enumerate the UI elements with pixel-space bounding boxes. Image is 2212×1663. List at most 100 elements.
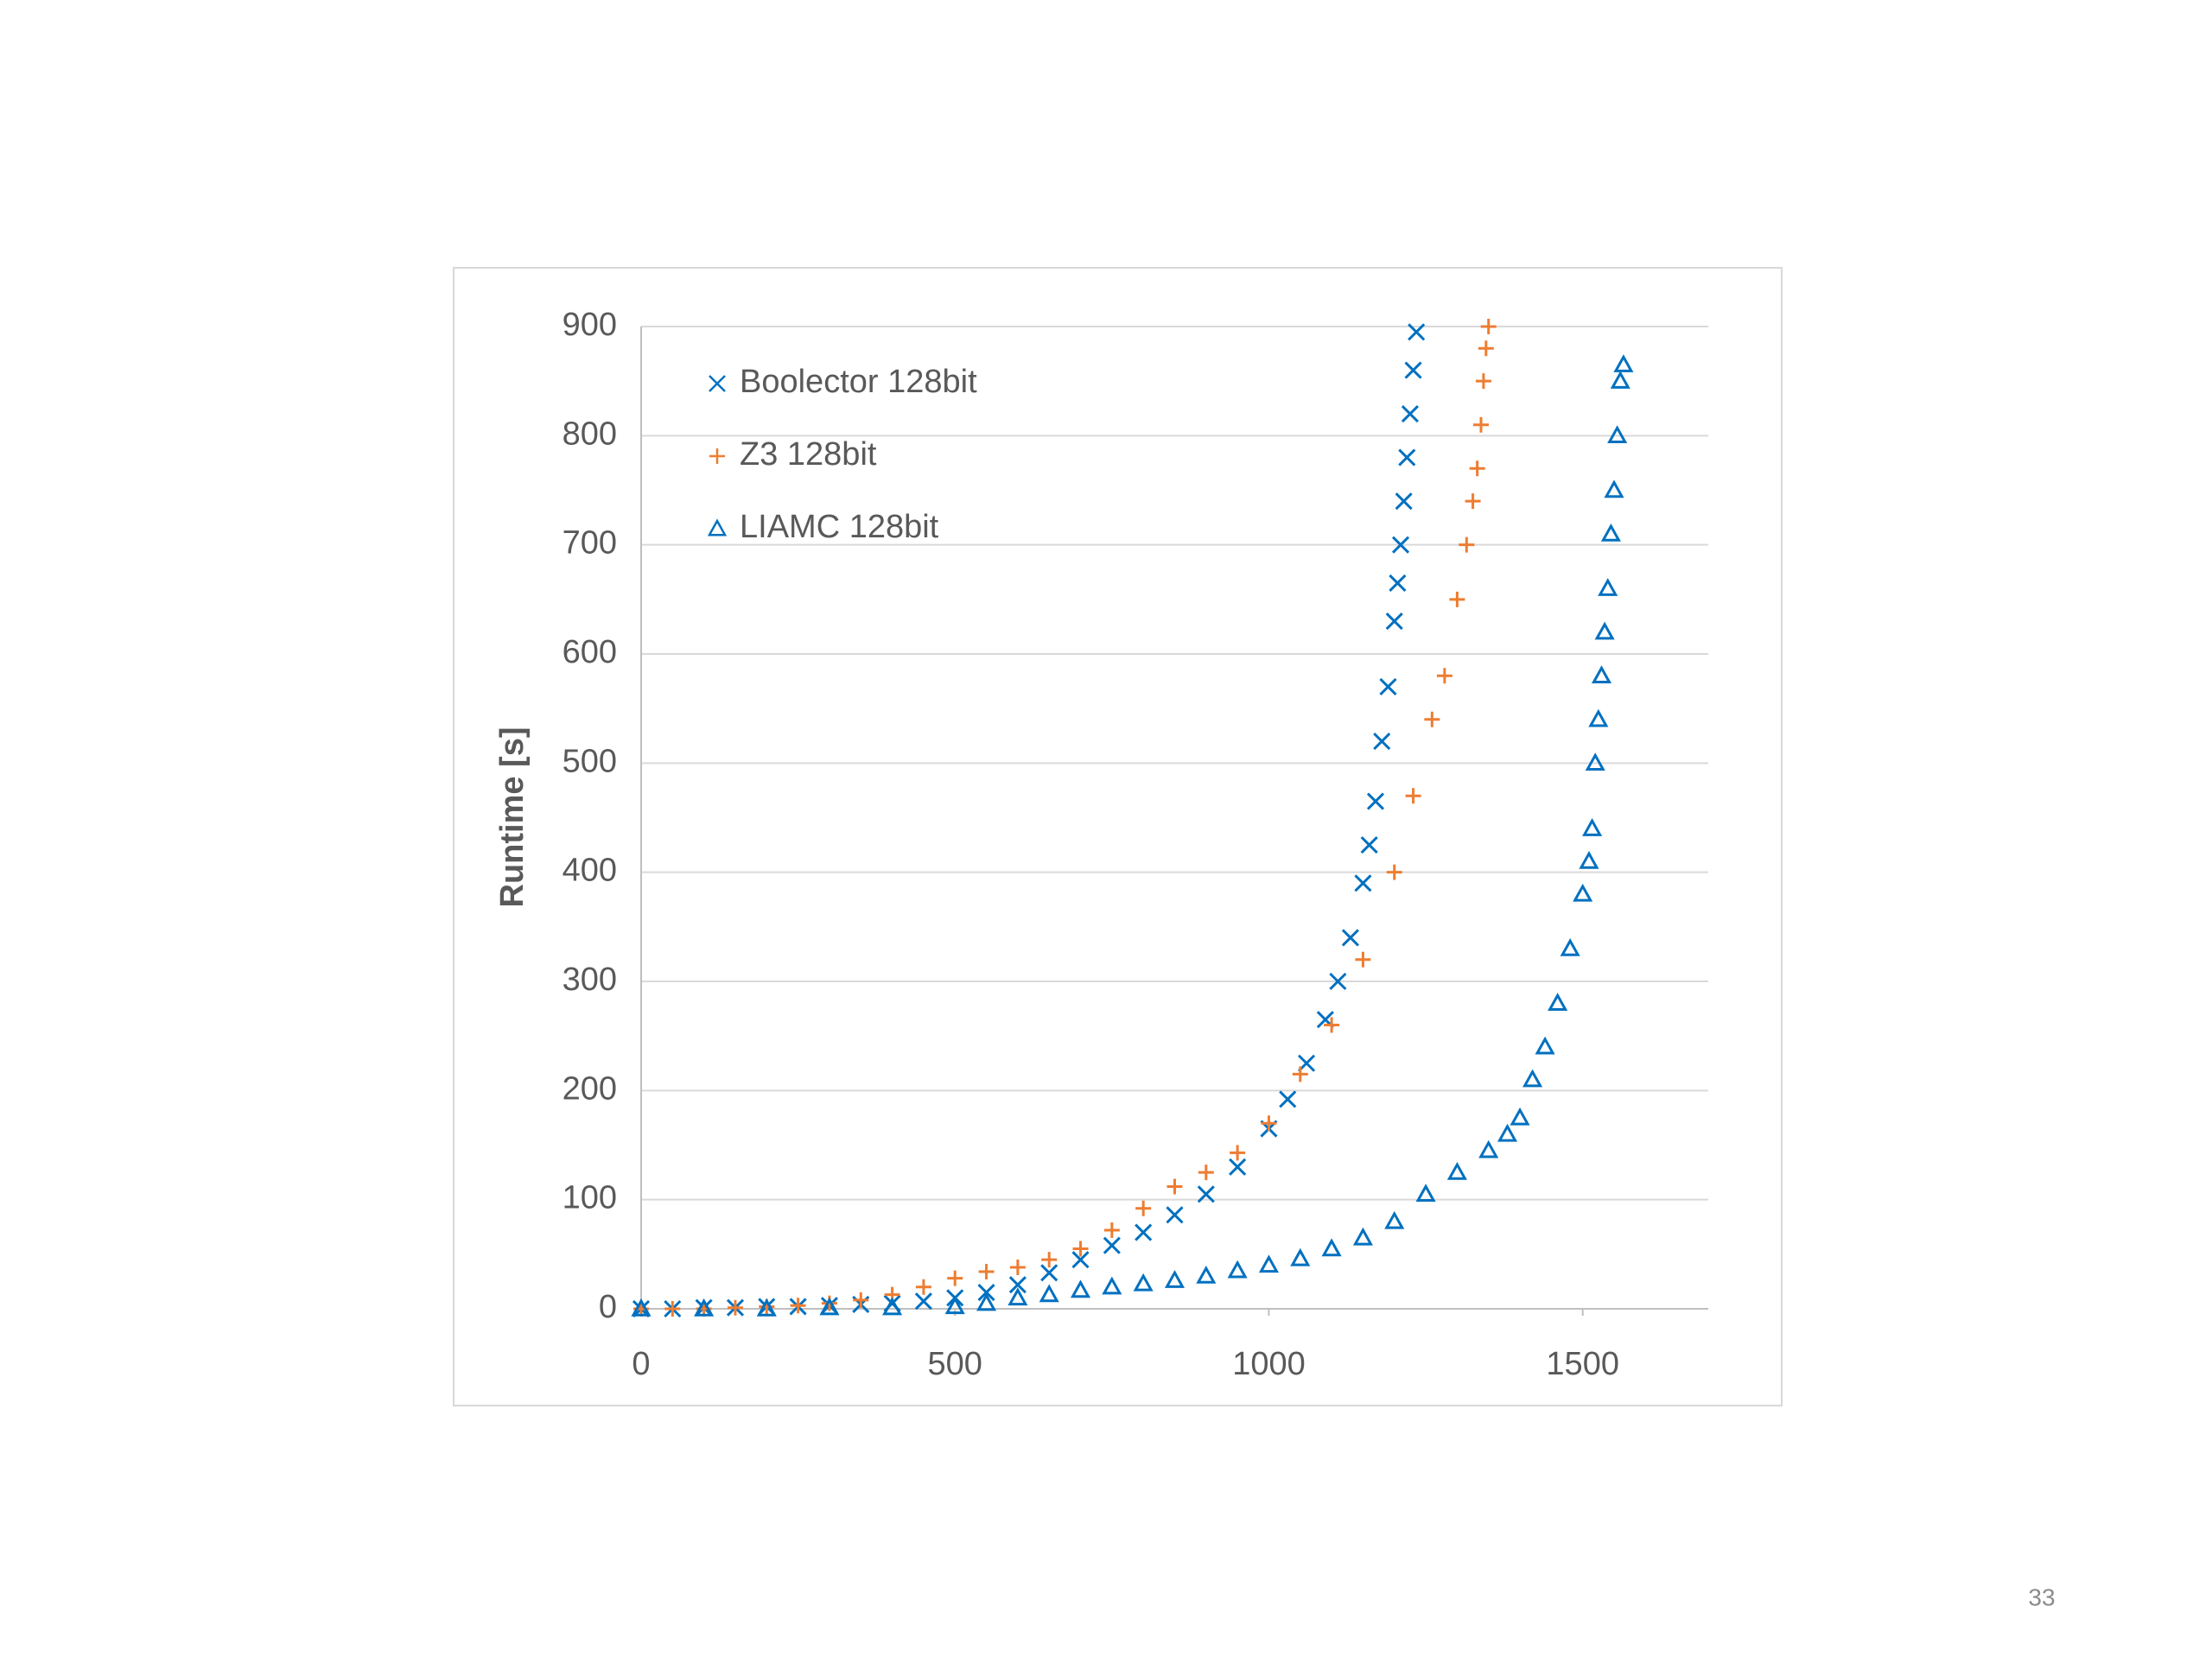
data-point: [1227, 1260, 1248, 1279]
data-point: [1041, 1252, 1058, 1268]
x-tick-label: 1000: [1232, 1346, 1306, 1382]
data-point: [1465, 493, 1481, 510]
data-point: [1449, 591, 1465, 607]
data-point: [1386, 864, 1402, 880]
data-point: [1379, 677, 1397, 695]
data-point: [914, 1292, 932, 1311]
data-point: [1573, 883, 1593, 902]
y-tick-label: 900: [563, 307, 617, 343]
data-point: [977, 1283, 995, 1302]
data-point: [1408, 323, 1426, 341]
data-point: [1579, 850, 1599, 869]
page-number: 33: [2028, 1584, 2055, 1610]
data-point: [1401, 405, 1419, 423]
data-point: [1613, 354, 1634, 372]
data-point: [790, 1298, 806, 1314]
data-point: [1103, 1236, 1121, 1254]
data-point: [1598, 578, 1618, 596]
data-point: [727, 1299, 743, 1316]
data-point: [1329, 972, 1347, 991]
data-point: [1436, 668, 1452, 684]
x-tick-label: 500: [928, 1346, 982, 1382]
data-point: [1385, 613, 1403, 631]
data-point: [1480, 319, 1497, 334]
y-tick-label: 200: [563, 1070, 617, 1107]
data-point: [1103, 1222, 1120, 1239]
data-point: [1582, 818, 1603, 836]
data-point: [1478, 340, 1494, 357]
y-axis-label: Runtime [s]: [494, 727, 531, 908]
legend-marker: [709, 448, 725, 464]
data-point: [1324, 1017, 1340, 1033]
data-point: [1197, 1185, 1215, 1203]
legend-label: Z3 128bit: [740, 436, 877, 473]
data-point: [1607, 425, 1628, 444]
data-point: [915, 1279, 931, 1295]
y-tick-label: 400: [563, 853, 617, 889]
data-point: [1166, 1206, 1184, 1224]
data-point: [1469, 460, 1485, 477]
data-point: [1196, 1266, 1217, 1284]
chart-frame: [453, 267, 1783, 1406]
legend-label: LIAMC 128bit: [740, 509, 939, 545]
y-tick-label: 0: [599, 1289, 617, 1325]
data-point: [819, 1297, 840, 1316]
data-point: [1497, 1123, 1518, 1142]
data-point: [882, 1297, 903, 1316]
data-point: [1290, 1247, 1311, 1266]
data-point: [756, 1298, 777, 1317]
data-point: [1478, 1139, 1499, 1158]
data-point: [1009, 1259, 1026, 1275]
data-point: [664, 1301, 681, 1317]
data-point: [1594, 621, 1615, 640]
data-point: [947, 1270, 963, 1286]
data-point: [1588, 708, 1609, 727]
data-point: [1459, 536, 1475, 553]
data-point: [1404, 361, 1422, 379]
data-point: [1229, 1158, 1247, 1176]
data-point: [1352, 1227, 1373, 1246]
data-point: [1535, 1036, 1555, 1055]
data-point: [1071, 1251, 1090, 1269]
legend-marker: [707, 518, 728, 536]
data-point: [1522, 1069, 1543, 1088]
data-point: [976, 1292, 997, 1311]
data-point: [1008, 1276, 1027, 1294]
data-point: [1354, 874, 1372, 892]
y-tick-label: 600: [563, 634, 617, 670]
data-point: [1446, 1161, 1467, 1180]
data-point: [1405, 788, 1421, 804]
data-point: [1355, 951, 1371, 968]
x-tick-label: 0: [632, 1346, 650, 1382]
data-point: [1424, 711, 1440, 727]
data-point: [1360, 836, 1378, 854]
data-point: [1604, 479, 1624, 498]
data-point: [1070, 1279, 1091, 1298]
data-point: [1135, 1223, 1153, 1241]
data-point: [1135, 1200, 1152, 1216]
data-point: [1321, 1238, 1342, 1257]
y-tick-label: 100: [563, 1180, 617, 1216]
data-point: [944, 1296, 965, 1315]
data-point: [1600, 523, 1621, 542]
data-point: [1198, 1165, 1214, 1181]
data-point: [1230, 1145, 1246, 1161]
y-tick-label: 700: [563, 525, 617, 562]
data-point: [1373, 733, 1391, 751]
data-point: [1133, 1273, 1154, 1292]
legend-label: Boolector 128bit: [740, 364, 977, 400]
data-point: [631, 1298, 652, 1317]
x-tick-label: 1500: [1546, 1346, 1619, 1382]
data-point: [1007, 1287, 1028, 1306]
data-point: [978, 1264, 995, 1280]
data-point: [1102, 1276, 1122, 1295]
data-point: [1261, 1115, 1277, 1132]
data-point: [1279, 1090, 1297, 1108]
data-point: [1415, 1184, 1436, 1203]
data-point: [1473, 416, 1490, 433]
data-point: [1366, 792, 1385, 810]
data-point: [694, 1298, 715, 1317]
data-point: [1341, 929, 1359, 947]
data-point: [1040, 1264, 1058, 1282]
